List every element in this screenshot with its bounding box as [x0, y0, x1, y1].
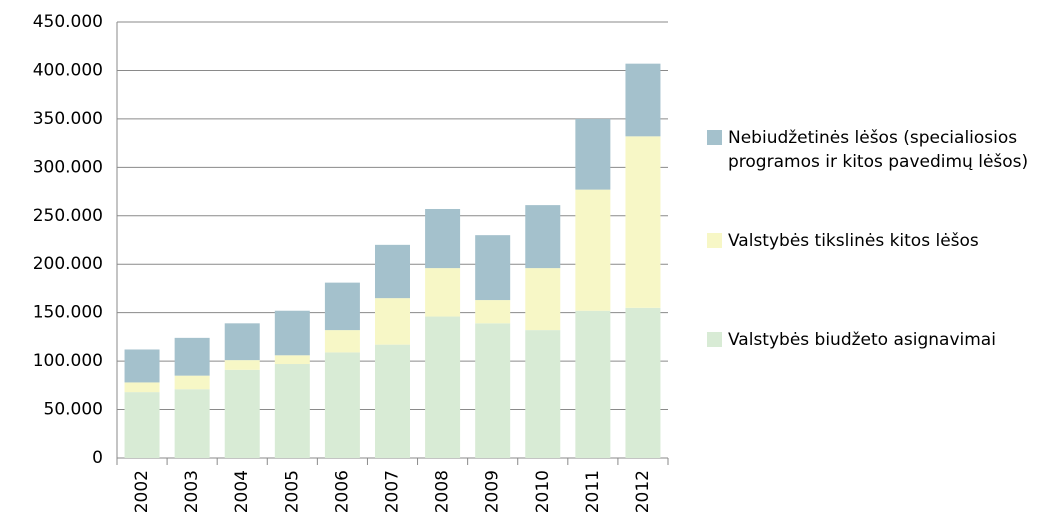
bar-segment	[375, 244, 410, 299]
y-tick-label: 300.000	[33, 157, 103, 177]
bar-segment	[425, 208, 461, 269]
bar-segment	[525, 268, 561, 331]
bar-segment	[475, 323, 511, 458]
y-tick-label: 0	[92, 448, 103, 468]
legend-swatch	[707, 130, 722, 145]
x-tick-label: 2005	[282, 470, 302, 513]
y-tick-label: 100.000	[33, 351, 103, 371]
bar-segment	[575, 118, 611, 190]
bar-segment	[575, 189, 611, 311]
legend-swatch	[707, 332, 722, 347]
bar-segment	[625, 307, 661, 458]
legend-label: Valstybės tikslinės kitos lėšos	[728, 231, 979, 251]
y-tick-label: 450.000	[33, 12, 103, 32]
x-tick-label: 2004	[232, 470, 252, 513]
bar-segment	[625, 136, 661, 308]
x-tick-label: 2002	[132, 470, 152, 513]
y-tick-label: 50.000	[44, 400, 103, 420]
x-tick-label: 2009	[483, 470, 503, 513]
bar-segment	[324, 282, 360, 331]
bar-segment	[475, 235, 511, 301]
bar-segment	[224, 360, 260, 370]
y-tick-label: 400.000	[33, 60, 103, 80]
bar-segment	[525, 330, 561, 458]
bar-segment	[475, 300, 511, 324]
x-tick-label: 2003	[182, 470, 202, 513]
legend-item: Valstybės biudžeto asignavimai	[707, 328, 1043, 352]
bar-segment	[525, 205, 561, 269]
bar-segment	[174, 337, 210, 376]
bar-segment	[625, 63, 661, 137]
bar-segment	[375, 298, 410, 345]
x-tick-label: 2012	[633, 470, 653, 513]
bar-segment	[124, 392, 160, 458]
bar-segment	[425, 316, 461, 458]
y-tick-label: 150.000	[33, 303, 103, 323]
x-tick-label: 2008	[433, 470, 453, 513]
bar-segment	[274, 364, 310, 458]
legend-item: Valstybės tikslinės kitos lėšos	[707, 229, 1043, 253]
y-tick-label: 250.000	[33, 206, 103, 226]
legend-item: Nebiudžetinės lėšos (specialiosios progr…	[707, 126, 1043, 174]
bar-segment	[174, 389, 210, 458]
bar-segment	[124, 349, 160, 383]
bar-segment	[425, 268, 461, 317]
y-tick-label: 200.000	[33, 254, 103, 274]
bar-segment	[224, 369, 260, 458]
x-tick-label: 2007	[383, 470, 403, 513]
bar-segment	[375, 344, 410, 458]
bar-segment	[274, 310, 310, 356]
bar-segment	[224, 323, 260, 361]
y-tick-label: 350.000	[33, 109, 103, 129]
legend-label: Nebiudžetinės lėšos (specialiosios progr…	[728, 128, 1029, 172]
x-tick-label: 2006	[332, 470, 352, 513]
bar-segment	[274, 355, 310, 365]
x-tick-label: 2010	[533, 470, 553, 513]
bar-segment	[124, 382, 160, 393]
bar-segment	[575, 310, 611, 458]
bar-segment	[324, 330, 360, 353]
legend-label: Valstybės biudžeto asignavimai	[728, 330, 996, 350]
x-tick-label: 2011	[583, 470, 603, 513]
legend-swatch	[707, 233, 722, 248]
bar-segment	[324, 352, 360, 458]
bar-segment	[174, 375, 210, 390]
